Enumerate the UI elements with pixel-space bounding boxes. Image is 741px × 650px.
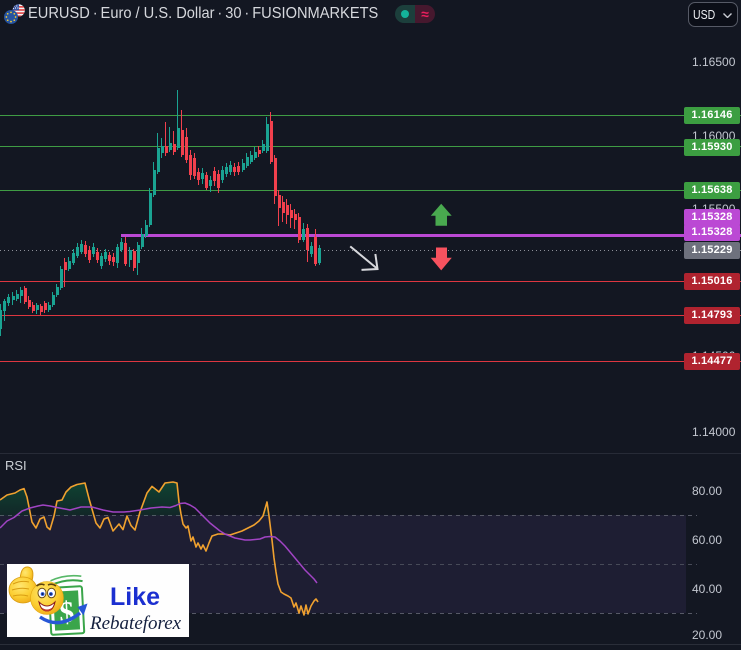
svg-text:Rebateforex: Rebateforex <box>89 613 182 634</box>
svg-text:Like: Like <box>110 583 160 611</box>
